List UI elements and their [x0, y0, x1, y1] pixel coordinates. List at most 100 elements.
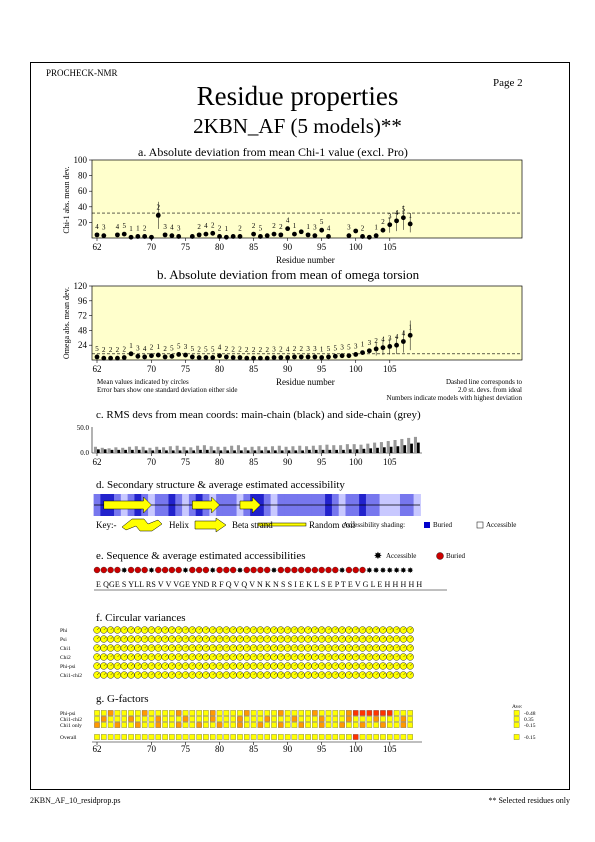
gfactor-square [352, 716, 359, 722]
bar-side-chain [202, 445, 206, 453]
bar-side-chain [250, 446, 254, 453]
data-point [360, 234, 365, 239]
cv-needle [314, 654, 318, 658]
y-tick-label: 100 [74, 155, 88, 165]
cv-needle [260, 645, 263, 649]
residue-buried-marker [114, 566, 121, 574]
cv-needle [410, 663, 413, 667]
gfactor-square [305, 710, 311, 716]
gfactor-square [128, 716, 134, 722]
gfactor-square [237, 734, 243, 740]
chart-b-xlabel: Residue number [276, 377, 335, 387]
cv-needle [335, 627, 338, 631]
gfactor-square [264, 734, 270, 740]
data-point [142, 354, 148, 360]
cv-needle [253, 663, 257, 667]
gfactor-square [257, 716, 264, 722]
residue-buried-marker [304, 566, 312, 574]
cv-needle [239, 672, 243, 676]
data-label: 2 [279, 346, 283, 354]
cv-needle [341, 672, 345, 676]
y-tick-label: 40 [78, 202, 88, 212]
bar-side-chain [373, 442, 377, 453]
cv-needle [348, 663, 352, 667]
gfactor-square [373, 716, 379, 722]
gfactor-square [121, 734, 127, 740]
data-point [400, 215, 406, 221]
x-tick-label: 105 [383, 744, 397, 754]
bar-main-chain [199, 449, 202, 453]
y-tick-label: 72 [78, 311, 87, 321]
cv-needle [144, 654, 148, 658]
cv-needle [130, 627, 134, 631]
x-tick-label: 70 [147, 364, 157, 374]
gfactor-square [128, 710, 134, 716]
bar-main-chain [185, 450, 189, 453]
data-label: 4 [95, 223, 99, 231]
bar-main-chain [246, 450, 250, 453]
y-axis-label: Omega abs. mean dev. [62, 287, 71, 359]
gfactor-square [366, 716, 373, 722]
cv-needle [205, 636, 209, 640]
data-label: 1 [361, 341, 365, 349]
residue-accessible-marker: ✸ [121, 566, 128, 575]
bar-main-chain [131, 449, 134, 453]
cv-needle [110, 645, 114, 649]
cv-needle [124, 654, 127, 658]
gfactor-square [400, 710, 407, 716]
data-label: 4 [286, 217, 290, 225]
gfactor-square [278, 710, 284, 716]
bar-side-chain [155, 446, 159, 453]
cv-needle [307, 663, 311, 667]
cv-needle [233, 627, 236, 631]
cv-needle [314, 645, 318, 649]
cv-needle [307, 645, 311, 649]
gfactor-square [387, 710, 393, 716]
gfactor-square [107, 716, 114, 722]
residue-buried-marker [284, 566, 291, 574]
cv-needle [198, 654, 202, 658]
cv-needle [137, 663, 141, 667]
cv-needle [273, 636, 277, 640]
bar-side-chain [407, 437, 411, 453]
data-label: 2 [197, 223, 201, 231]
cv-needle [341, 636, 345, 640]
gfactor-square [162, 734, 168, 740]
cv-needle [328, 645, 332, 649]
cv-needle [117, 654, 120, 658]
bar-main-chain [403, 445, 407, 453]
data-label: 1 [129, 225, 133, 233]
data-label: 5 [327, 345, 331, 353]
data-point [373, 233, 379, 239]
gfactor-square [94, 734, 100, 740]
x-tick-label: 70 [147, 457, 157, 467]
cv-needle [410, 645, 413, 649]
gfactor-square [114, 722, 121, 728]
data-point [135, 234, 141, 239]
data-point [258, 234, 263, 239]
data-label: 2 [109, 346, 113, 354]
gfactor-square [169, 710, 175, 716]
bar-side-chain [352, 444, 356, 453]
gfactor-square [291, 722, 298, 728]
data-point [230, 355, 236, 360]
data-label: 4 [395, 333, 399, 341]
plot-area [91, 159, 523, 239]
bar-side-chain [175, 445, 179, 453]
residue-accessible-marker: ✸ [339, 566, 346, 575]
gfactor-square [339, 722, 345, 728]
data-label: 2 [381, 218, 385, 226]
x-tick-label: 80 [215, 744, 225, 754]
gfactor-square [175, 710, 182, 716]
cv-needle [239, 663, 243, 667]
gf-row-label-chi1only: Chi1 only [60, 723, 82, 729]
key-helix-icon [121, 518, 163, 532]
x-tick-label: 80 [215, 242, 225, 252]
page-subtitle: 2KBN_AF (5 models)** [193, 114, 402, 138]
cv-needle [348, 654, 352, 658]
cv-needle [403, 654, 406, 658]
key-strand-label: Beta strand [232, 520, 273, 530]
data-point [346, 233, 352, 239]
cv-needle [185, 654, 189, 658]
